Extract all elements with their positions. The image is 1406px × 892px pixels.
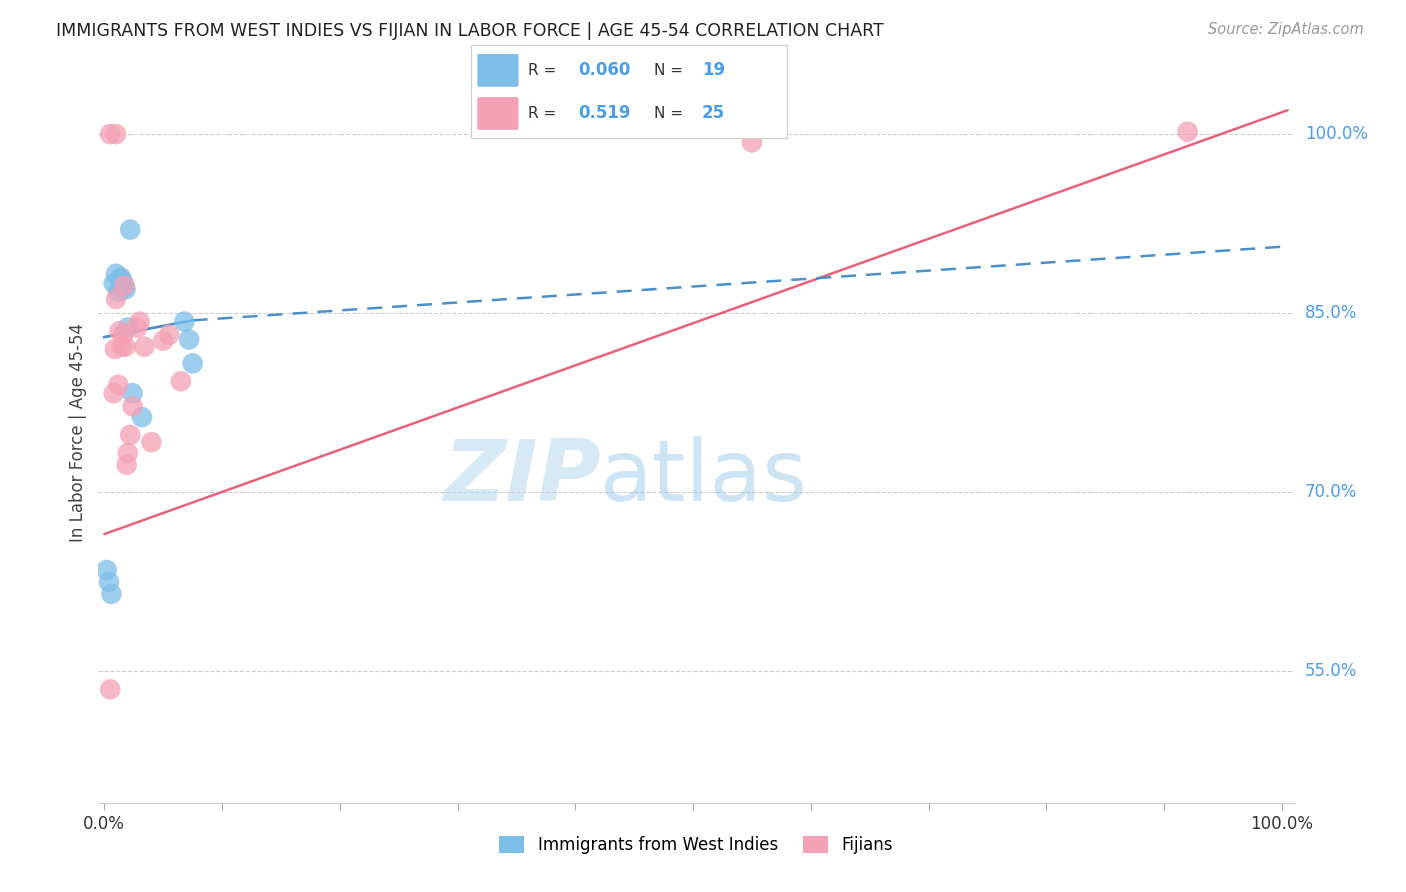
Point xyxy=(120,222,142,236)
Text: ZIP: ZIP xyxy=(443,435,600,518)
Point xyxy=(121,386,143,401)
Point xyxy=(741,136,763,150)
Point xyxy=(98,127,121,141)
Text: 70.0%: 70.0% xyxy=(1305,483,1357,501)
Point xyxy=(107,285,129,299)
Point xyxy=(117,446,139,460)
Point xyxy=(131,410,153,425)
Point xyxy=(141,435,163,450)
Point xyxy=(121,400,143,414)
Point xyxy=(114,282,136,296)
Point xyxy=(108,273,131,287)
Legend: Immigrants from West Indies, Fijians: Immigrants from West Indies, Fijians xyxy=(492,830,900,861)
Point xyxy=(105,267,128,281)
Point xyxy=(170,374,193,388)
Point xyxy=(111,340,134,354)
Point xyxy=(177,333,200,347)
Point xyxy=(98,574,121,589)
Text: N =: N = xyxy=(655,62,689,78)
Text: 85.0%: 85.0% xyxy=(1305,304,1357,322)
Point xyxy=(181,356,204,370)
Point xyxy=(112,280,135,294)
Text: R =: R = xyxy=(529,62,561,78)
Point xyxy=(108,324,131,338)
Text: Source: ZipAtlas.com: Source: ZipAtlas.com xyxy=(1208,22,1364,37)
Point xyxy=(120,428,142,442)
Point xyxy=(134,340,156,354)
Point xyxy=(111,273,134,287)
FancyBboxPatch shape xyxy=(478,54,519,87)
Point xyxy=(128,315,150,329)
Point xyxy=(107,377,129,392)
Point xyxy=(114,340,136,354)
Point xyxy=(100,587,122,601)
Text: 0.519: 0.519 xyxy=(579,104,631,122)
Point xyxy=(103,386,125,401)
Point xyxy=(1177,125,1199,139)
Point xyxy=(96,563,118,577)
Point xyxy=(105,127,128,141)
Y-axis label: In Labor Force | Age 45-54: In Labor Force | Age 45-54 xyxy=(69,323,87,542)
FancyBboxPatch shape xyxy=(478,97,519,130)
Text: atlas: atlas xyxy=(600,435,808,518)
Point xyxy=(173,315,195,329)
Text: 25: 25 xyxy=(702,104,725,122)
Point xyxy=(104,342,127,356)
Point xyxy=(152,334,174,348)
Point xyxy=(98,682,121,697)
Point xyxy=(112,277,135,291)
Text: 100.0%: 100.0% xyxy=(1305,125,1368,143)
Point xyxy=(112,327,135,342)
Text: N =: N = xyxy=(655,106,689,121)
Text: R =: R = xyxy=(529,106,561,121)
Point xyxy=(110,270,132,285)
Text: 55.0%: 55.0% xyxy=(1305,663,1357,681)
Point xyxy=(112,278,135,293)
Point xyxy=(117,320,139,334)
Point xyxy=(103,277,125,291)
Point xyxy=(127,320,149,334)
Point xyxy=(105,292,128,306)
Point xyxy=(115,458,138,472)
Text: IMMIGRANTS FROM WEST INDIES VS FIJIAN IN LABOR FORCE | AGE 45-54 CORRELATION CHA: IMMIGRANTS FROM WEST INDIES VS FIJIAN IN… xyxy=(56,22,884,40)
Point xyxy=(157,327,180,342)
Text: 19: 19 xyxy=(702,62,725,79)
Text: 0.060: 0.060 xyxy=(579,62,631,79)
